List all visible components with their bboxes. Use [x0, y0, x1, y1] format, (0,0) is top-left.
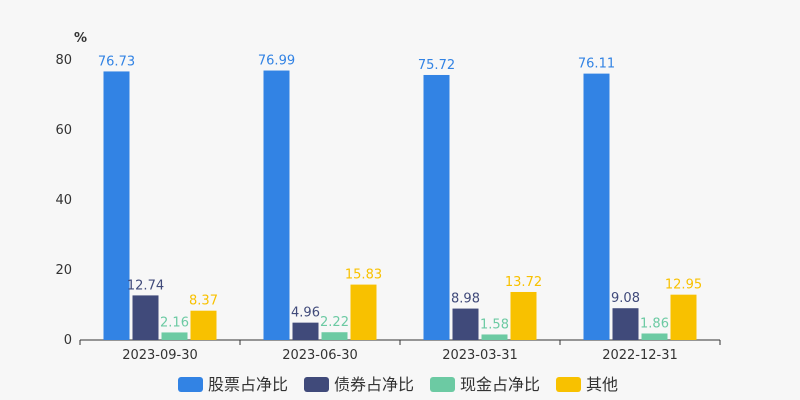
bar — [481, 334, 508, 340]
bar — [161, 332, 188, 340]
data-label: 76.11 — [578, 57, 615, 72]
data-label: 75.72 — [418, 58, 455, 73]
x-category-label: 2023-09-30 — [122, 348, 198, 363]
data-label: 76.99 — [258, 54, 295, 69]
data-label: 2.22 — [320, 315, 349, 330]
data-label: 1.86 — [640, 316, 669, 331]
bar — [583, 73, 610, 341]
x-category-label: 2022-12-31 — [602, 348, 678, 363]
data-label: 8.98 — [451, 292, 480, 307]
legend-label: 现金占净比 — [460, 375, 540, 394]
legend-swatch — [430, 377, 455, 392]
data-label: 13.72 — [505, 275, 542, 290]
y-axis-unit: % — [74, 31, 87, 46]
x-category-label: 2023-06-30 — [282, 348, 358, 363]
y-axis: 0 20 40 60 80 — [55, 53, 72, 348]
bar — [423, 74, 450, 340]
data-label: 9.08 — [611, 291, 640, 306]
legend-label: 股票占净比 — [208, 375, 288, 394]
data-label: 2.16 — [160, 315, 189, 330]
bar — [132, 295, 159, 340]
y-tick-label: 40 — [55, 193, 72, 208]
bar — [190, 310, 217, 340]
y-tick-label: 0 — [64, 333, 72, 348]
y-tick-label: 20 — [55, 263, 72, 278]
legend-swatch — [304, 377, 329, 392]
bar — [103, 71, 130, 340]
bar — [452, 308, 479, 340]
bar — [350, 284, 377, 340]
bar — [670, 294, 697, 340]
bar — [510, 291, 537, 340]
bar — [321, 332, 348, 340]
legend-label: 其他 — [586, 375, 618, 394]
bars-group — [103, 70, 697, 341]
data-label: 8.37 — [189, 294, 218, 309]
legend-swatch — [556, 377, 581, 392]
bar — [263, 70, 290, 340]
x-category-label: 2023-03-31 — [442, 348, 518, 363]
data-label: 1.58 — [480, 317, 509, 332]
data-label: 76.73 — [98, 54, 135, 69]
data-label: 4.96 — [291, 306, 320, 321]
data-label: 15.83 — [345, 268, 382, 283]
x-axis: 2023-09-30 2023-06-30 2023-03-31 2022-12-31 — [79, 339, 721, 363]
bar — [641, 333, 668, 340]
bar — [612, 308, 639, 340]
data-labels-group: 76.73 12.74 2.168.37 76.99 4.962.22 15.83 75.7… — [98, 54, 702, 333]
y-tick-label: 80 — [55, 53, 72, 68]
legend-swatch — [178, 377, 203, 392]
legend: 股票占净比 债券占净比 现金占净比 其他 — [178, 375, 618, 394]
legend-label: 债券占净比 — [334, 375, 414, 394]
data-label: 12.74 — [127, 278, 164, 293]
data-label: 12.95 — [665, 278, 702, 293]
y-tick-label: 60 — [55, 123, 72, 138]
bar — [292, 322, 319, 340]
